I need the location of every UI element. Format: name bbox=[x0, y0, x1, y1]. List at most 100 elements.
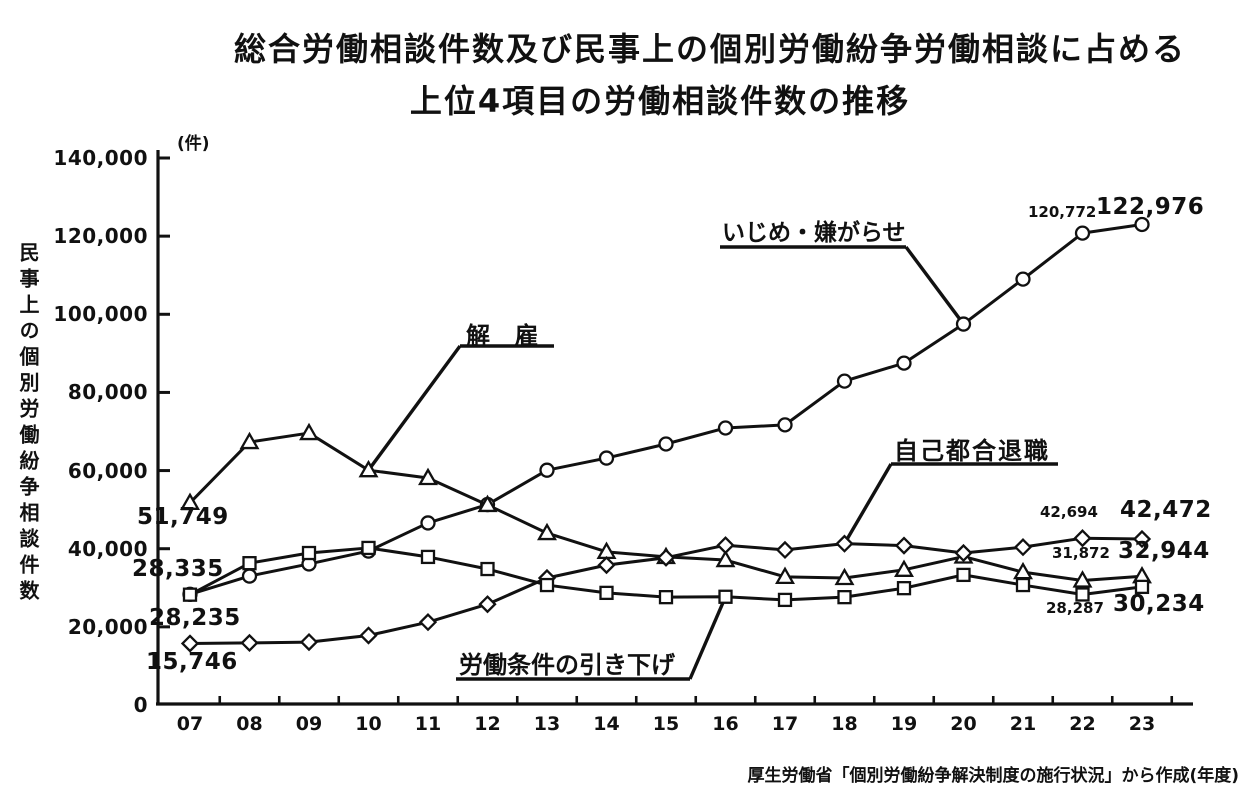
marker-voluntary-resignation-10 bbox=[359, 626, 378, 645]
x-tick-label-14: 14 bbox=[593, 713, 620, 735]
marker-bullying-harassment-21 bbox=[1015, 271, 1031, 287]
y-tick-label-60000: 60,000 bbox=[67, 458, 148, 483]
x-tick-label-12: 12 bbox=[474, 713, 501, 735]
marker-working-conditions-reduction-08 bbox=[242, 556, 257, 571]
marker-bullying-harassment-11 bbox=[420, 515, 436, 531]
marker-working-conditions-reduction-14 bbox=[599, 585, 614, 601]
marker-bullying-harassment-23 bbox=[1134, 216, 1150, 233]
x-tick-label-21: 21 bbox=[1009, 713, 1037, 735]
series-label-leader-line bbox=[843, 463, 893, 545]
marker-bullying-harassment-17 bbox=[777, 417, 793, 433]
marker-voluntary-resignation-14 bbox=[597, 555, 616, 575]
marker-voluntary-resignation-21 bbox=[1013, 538, 1033, 557]
y-axis-title: 民事上の個別労働紛争相談件数 bbox=[16, 242, 40, 606]
x-tick-label-15: 15 bbox=[652, 713, 680, 735]
series-label-dismissal: 解 雇 bbox=[466, 322, 547, 350]
marker-voluntary-resignation-22 bbox=[1073, 529, 1092, 548]
marker-voluntary-resignation-19 bbox=[894, 536, 914, 555]
x-tick-label-19: 19 bbox=[890, 713, 918, 735]
marker-working-conditions-reduction-09 bbox=[301, 545, 317, 561]
point-label-resignation-07: 15,746 bbox=[146, 649, 238, 675]
marker-dismissal-10 bbox=[358, 459, 379, 478]
marker-dismissal-18 bbox=[834, 567, 855, 586]
marker-voluntary-resignation-12 bbox=[478, 595, 497, 614]
marker-bullying-harassment-22 bbox=[1074, 225, 1091, 241]
point-label-conditions-23: 30,234 bbox=[1113, 591, 1205, 617]
marker-bullying-harassment-18 bbox=[836, 373, 853, 389]
series-voluntary-resignation bbox=[180, 529, 1152, 653]
series-label-leader-line bbox=[904, 245, 965, 326]
point-label-bullying-23: 122,976 bbox=[1096, 194, 1205, 220]
marker-dismissal-11 bbox=[418, 467, 438, 486]
y-tick-label-20000: 20,000 bbox=[67, 614, 148, 639]
marker-voluntary-resignation-08 bbox=[240, 633, 259, 653]
marker-bullying-harassment-19 bbox=[896, 355, 912, 371]
series-label-working-conditions-reduction: 労働条件の引き下げ bbox=[459, 651, 675, 679]
marker-voluntary-resignation-07 bbox=[180, 634, 200, 653]
marker-voluntary-resignation-11 bbox=[418, 613, 438, 632]
x-tick-label-09: 09 bbox=[295, 713, 323, 735]
marker-working-conditions-reduction-13 bbox=[539, 577, 555, 593]
x-tick-label-07: 07 bbox=[176, 713, 204, 735]
x-tick-label-13: 13 bbox=[533, 713, 561, 735]
marker-working-conditions-reduction-18 bbox=[837, 590, 852, 605]
marker-working-conditions-reduction-17 bbox=[777, 592, 793, 608]
y-tick-label-140000: 140,000 bbox=[53, 146, 148, 170]
x-tick-label-18: 18 bbox=[831, 713, 858, 735]
x-tick-label-16: 16 bbox=[712, 713, 739, 735]
marker-working-conditions-reduction-10 bbox=[361, 540, 376, 556]
chart-title-line-1: 総合労働相談件数及び民事上の個別労働紛争労働相談に占める bbox=[233, 30, 1187, 68]
series-label-leader-line bbox=[688, 596, 728, 680]
marker-working-conditions-reduction-11 bbox=[420, 549, 436, 565]
marker-working-conditions-reduction-19 bbox=[896, 581, 912, 596]
marker-dismissal-22 bbox=[1072, 570, 1093, 588]
marker-bullying-harassment-20 bbox=[955, 316, 972, 332]
marker-bullying-harassment-14 bbox=[598, 450, 615, 466]
x-tick-label-20: 20 bbox=[950, 713, 977, 735]
series-label-leader-line bbox=[367, 344, 462, 472]
marker-dismissal-17 bbox=[775, 566, 795, 584]
marker-dismissal-12 bbox=[477, 494, 498, 513]
marker-working-conditions-reduction-16 bbox=[718, 589, 733, 604]
y-tick-label-100000: 100,000 bbox=[53, 302, 148, 327]
marker-voluntary-resignation-23 bbox=[1132, 529, 1152, 549]
point-label-bullying-22: 120,772 bbox=[1028, 203, 1097, 221]
point-label-dismissal-22: 31,872 bbox=[1052, 544, 1110, 562]
y-axis-unit-label: (件) bbox=[177, 134, 210, 154]
point-label-bullying-07: 28,335 bbox=[132, 556, 224, 582]
marker-voluntary-resignation-18 bbox=[835, 534, 854, 553]
marker-voluntary-resignation-17 bbox=[775, 540, 795, 560]
marker-bullying-harassment-15 bbox=[658, 436, 674, 452]
y-tick-label-120000: 120,000 bbox=[53, 224, 148, 249]
chart-title-line-2: 上位4項目の労働相談件数の推移 bbox=[409, 82, 911, 120]
x-tick-label-22: 22 bbox=[1069, 713, 1096, 735]
marker-dismissal-07 bbox=[180, 492, 200, 510]
series-label-bullying-harassment: いじめ・嫌がらせ bbox=[722, 220, 906, 246]
x-tick-label-08: 08 bbox=[236, 713, 263, 735]
marker-working-conditions-reduction-20 bbox=[956, 567, 971, 583]
series-label-voluntary-resignation: 自己都合退職 bbox=[894, 437, 1050, 465]
point-label-conditions-22: 28,287 bbox=[1046, 599, 1104, 617]
y-tick-label-40000: 40,000 bbox=[67, 536, 148, 561]
series-working-conditions-reduction bbox=[182, 540, 1150, 608]
marker-voluntary-resignation-09 bbox=[299, 632, 319, 652]
source-note: 厚生労働省「個別労働紛争解決制度の施行状況」から作成(年度) bbox=[747, 766, 1239, 786]
marker-working-conditions-reduction-21 bbox=[1015, 577, 1031, 593]
marker-working-conditions-reduction-12 bbox=[480, 561, 495, 577]
x-tick-label-17: 17 bbox=[771, 713, 799, 735]
marker-working-conditions-reduction-22 bbox=[1075, 587, 1090, 602]
marker-voluntary-resignation-16 bbox=[716, 536, 735, 555]
x-tick-label-23: 23 bbox=[1128, 713, 1156, 735]
y-tick-label-80000: 80,000 bbox=[67, 380, 148, 405]
marker-bullying-harassment-16 bbox=[717, 420, 734, 436]
marker-working-conditions-reduction-15 bbox=[658, 590, 674, 605]
point-label-dismissal-23: 32,944 bbox=[1118, 538, 1210, 564]
marker-voluntary-resignation-20 bbox=[954, 543, 973, 563]
marker-dismissal-13 bbox=[537, 522, 557, 541]
point-label-conditions-07: 28,235 bbox=[149, 605, 241, 631]
marker-working-conditions-reduction-07 bbox=[182, 587, 198, 602]
point-label-dismissal-07: 51,749 bbox=[137, 504, 229, 530]
